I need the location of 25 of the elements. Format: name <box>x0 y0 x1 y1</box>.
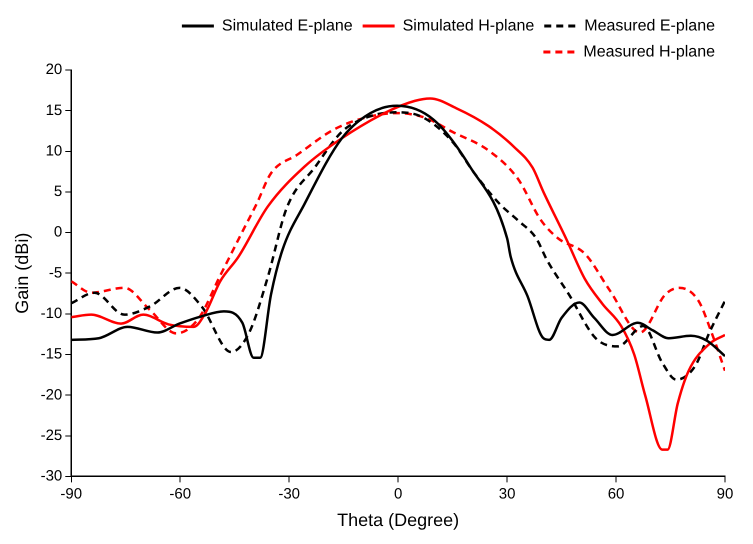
x-tick-label: 0 <box>394 486 402 503</box>
y-axis-title: Gain (dBi) <box>12 232 32 314</box>
y-tick-label: -20 <box>40 386 62 404</box>
y-tick-label: 10 <box>46 142 62 160</box>
x-tick-label: 90 <box>716 486 734 503</box>
y-tick-label: -25 <box>40 426 62 444</box>
x-tick-label: -90 <box>60 486 82 503</box>
legend-label: Simulated H-plane <box>402 17 534 34</box>
x-tick-label: 60 <box>608 486 624 503</box>
y-tick-label: -10 <box>40 304 62 322</box>
y-tick-label: 5 <box>54 183 62 200</box>
legend-label: Simulated E-plane <box>222 17 353 34</box>
y-tick-label: 15 <box>46 102 62 119</box>
x-tick-label: 30 <box>498 486 516 503</box>
y-tick-label: -15 <box>40 346 62 363</box>
legend-label: Measured H-plane <box>583 43 716 60</box>
x-axis-title: Theta (Degree) <box>337 510 460 530</box>
y-tick-label: 20 <box>46 61 62 78</box>
y-tick-label: -5 <box>48 264 62 282</box>
x-tick-label: -60 <box>169 486 192 503</box>
legend-label: Measured E-plane <box>584 17 716 34</box>
y-tick-label: 0 <box>54 224 62 241</box>
x-tick-label: -30 <box>278 486 300 503</box>
line-series <box>71 97 725 451</box>
y-tick-label: -30 <box>40 468 62 485</box>
